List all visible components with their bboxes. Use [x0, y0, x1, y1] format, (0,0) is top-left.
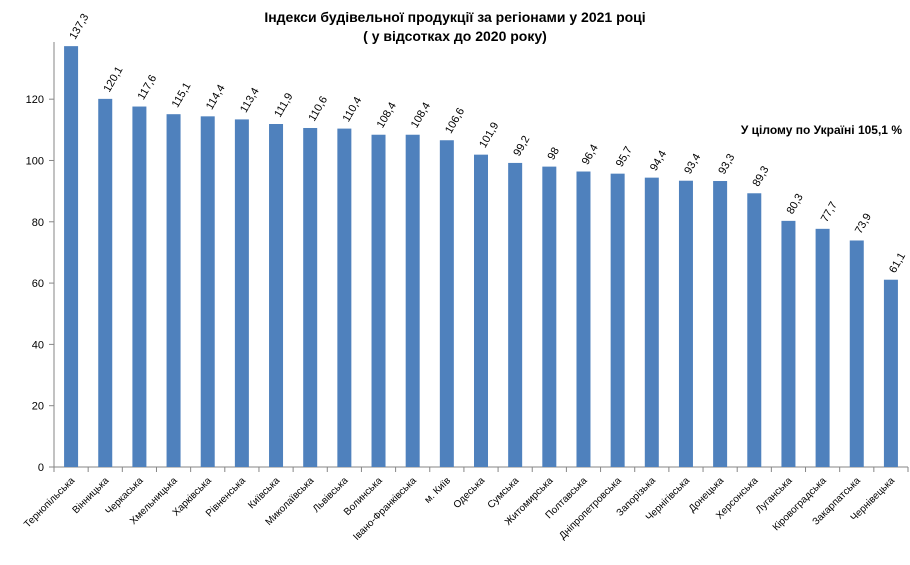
chart-subtitle: ( у відсотках до 2020 року) [363, 28, 547, 44]
data-label: 77,7 [819, 200, 840, 225]
x-tick-label: Одеська [452, 475, 488, 511]
data-label: 114,4 [204, 83, 228, 112]
bar [678, 180, 693, 468]
bar [747, 193, 762, 467]
data-label: 137,3 [67, 12, 91, 42]
x-tick-label: м. Київ [423, 475, 453, 505]
data-label: 99,2 [511, 134, 532, 159]
bar [576, 171, 591, 467]
data-label: 110,6 [306, 94, 330, 123]
data-label: 98 [546, 145, 563, 162]
y-tick-label: 0 [38, 462, 44, 474]
bar [405, 134, 420, 467]
data-label: 96,4 [580, 142, 601, 167]
bar [815, 228, 830, 467]
bar [64, 46, 79, 467]
data-label: 73,9 [853, 211, 874, 236]
bar [508, 162, 523, 468]
bar [439, 140, 454, 467]
bar [849, 240, 864, 467]
y-tick-label: 20 [32, 401, 44, 413]
bar [781, 220, 796, 467]
data-label: 95,7 [614, 145, 635, 170]
x-tick-label: Дніпропетровська [557, 475, 624, 542]
data-label: 89,3 [750, 164, 771, 189]
data-label: 94,4 [648, 149, 669, 174]
data-label: 120,1 [101, 65, 125, 95]
y-tick-label: 120 [26, 94, 44, 106]
data-label: 111,9 [272, 91, 295, 119]
y-tick-label: 100 [26, 155, 44, 167]
bar [234, 119, 249, 467]
data-label: 93,4 [682, 152, 703, 177]
x-tick-label: Тернопільська [22, 475, 77, 530]
data-label: 61,1 [887, 251, 908, 276]
bar [337, 128, 352, 467]
bar [132, 106, 147, 468]
data-label: 115,1 [170, 81, 194, 110]
data-label: 108,4 [375, 100, 399, 130]
bar [713, 181, 728, 468]
ukraine-total-note: У цілому по Україні 105,1 % [740, 123, 902, 137]
bar [883, 279, 898, 467]
bar [644, 177, 659, 467]
bar [98, 98, 113, 467]
y-tick-label: 40 [32, 339, 44, 351]
data-label: 93,3 [716, 152, 737, 177]
chart-title: Індекси будівельної продукції за регіона… [264, 9, 646, 25]
x-tick-label: Івано-Франківська [351, 475, 419, 543]
bar [166, 114, 181, 467]
bar [371, 134, 386, 467]
bar [610, 173, 625, 467]
data-label: 110,4 [341, 95, 365, 124]
y-tick-label: 60 [32, 278, 44, 290]
bar [200, 116, 215, 468]
data-label: 80,3 [785, 192, 806, 217]
data-label: 106,6 [443, 106, 467, 136]
data-label: 113,4 [238, 86, 262, 115]
data-label: 117,6 [136, 73, 160, 102]
data-label: 101,9 [477, 120, 501, 150]
data-label: 108,4 [409, 100, 433, 130]
bar [474, 154, 488, 467]
bar [542, 166, 557, 467]
bar [269, 124, 284, 468]
bar [303, 127, 318, 468]
y-tick-label: 80 [32, 217, 44, 229]
